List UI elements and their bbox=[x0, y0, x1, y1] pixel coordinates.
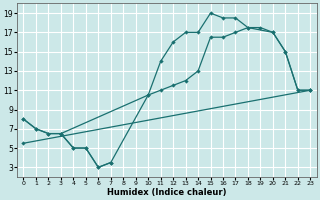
X-axis label: Humidex (Indice chaleur): Humidex (Indice chaleur) bbox=[107, 188, 227, 197]
